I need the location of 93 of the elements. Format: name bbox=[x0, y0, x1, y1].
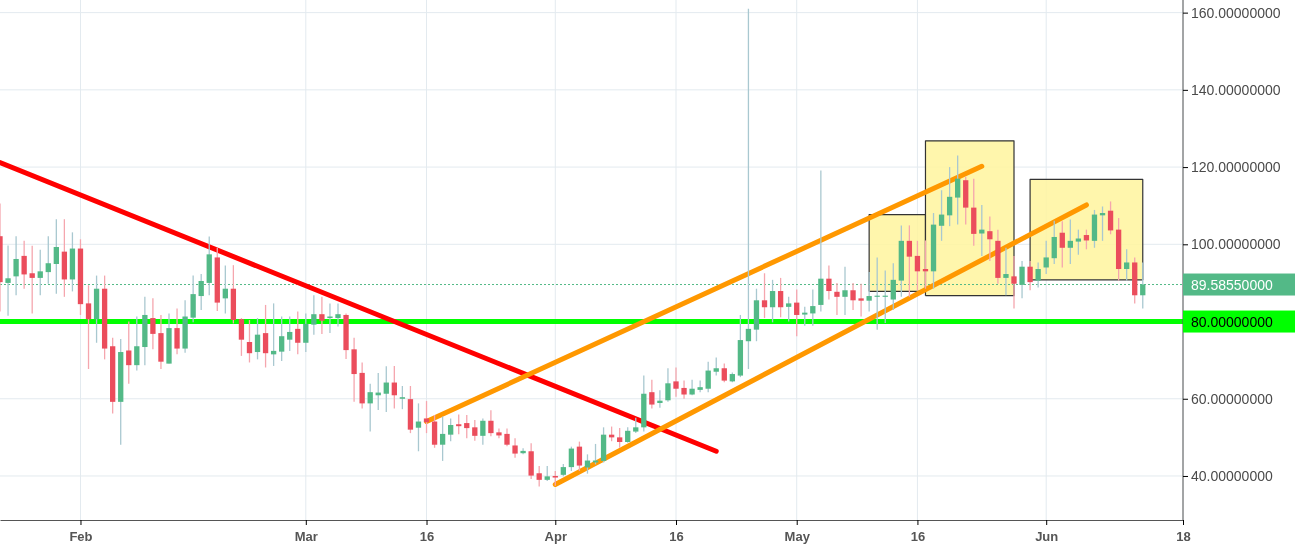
candlestick bbox=[262, 304, 269, 369]
candlestick bbox=[85, 284, 92, 370]
candlestick bbox=[512, 437, 518, 459]
candlestick bbox=[914, 240, 921, 291]
candlestick bbox=[431, 414, 438, 449]
y-tick-label: 140.00000000 bbox=[1191, 81, 1281, 98]
candlestick bbox=[448, 417, 454, 442]
candlestick bbox=[303, 312, 309, 353]
candlestick bbox=[721, 362, 727, 383]
candlestick bbox=[794, 288, 800, 337]
candlestick bbox=[134, 315, 140, 372]
candlestick bbox=[21, 240, 27, 290]
candlestick bbox=[287, 315, 293, 352]
candlestick bbox=[415, 402, 422, 452]
candlestick bbox=[520, 447, 526, 456]
candlestick bbox=[399, 385, 406, 410]
candlestick bbox=[464, 414, 470, 439]
y-tick-label: 100.00000000 bbox=[1191, 236, 1281, 253]
candlestick bbox=[480, 417, 486, 446]
candlestick bbox=[713, 356, 719, 377]
x-tick-label: 16 bbox=[910, 529, 926, 544]
candlestick bbox=[705, 361, 711, 393]
x-tick-label: Apr bbox=[544, 529, 567, 544]
candlestick bbox=[319, 296, 325, 335]
candlestick bbox=[568, 445, 575, 472]
y-tick-label: 120.00000000 bbox=[1191, 159, 1281, 176]
candlestick bbox=[1124, 248, 1130, 282]
x-tick-label: May bbox=[784, 529, 811, 544]
candlestick bbox=[126, 320, 132, 385]
candlestick bbox=[335, 302, 341, 328]
candlestick bbox=[29, 245, 35, 315]
candlestick bbox=[786, 296, 792, 323]
candlestick bbox=[906, 224, 913, 298]
candlestick bbox=[1067, 218, 1073, 265]
candlestick bbox=[858, 283, 864, 318]
candlestick bbox=[842, 266, 848, 316]
candlestick bbox=[810, 288, 816, 327]
candlestick bbox=[987, 215, 993, 262]
candlestick bbox=[174, 307, 180, 355]
candlestick bbox=[190, 274, 196, 323]
candlestick bbox=[665, 367, 671, 403]
candlestick bbox=[657, 389, 663, 409]
candlestick bbox=[439, 415, 446, 462]
candlestick bbox=[367, 383, 373, 433]
candlestick bbox=[238, 317, 245, 357]
x-tick-label: Feb bbox=[69, 529, 93, 544]
candlestick bbox=[802, 306, 808, 327]
candlestick bbox=[150, 297, 156, 350]
x-tick-label: 16 bbox=[419, 529, 435, 544]
candlestick bbox=[1075, 228, 1082, 256]
candlestick bbox=[1043, 240, 1049, 275]
candlestick bbox=[536, 465, 542, 488]
candlestick bbox=[649, 379, 655, 410]
candlestick bbox=[866, 271, 872, 313]
candlestick bbox=[1051, 220, 1057, 265]
candlestick bbox=[246, 319, 253, 364]
candlestick bbox=[681, 379, 687, 400]
candlestick bbox=[1059, 220, 1065, 269]
candlestick bbox=[938, 189, 945, 242]
candlestick bbox=[472, 419, 478, 442]
ref-line-label: 80.00000000 bbox=[1191, 313, 1273, 330]
candlestick bbox=[834, 282, 840, 316]
candlestick bbox=[946, 166, 953, 227]
candlestick bbox=[1027, 260, 1033, 291]
y-tick-label: 160.00000000 bbox=[1191, 4, 1281, 21]
candlestick bbox=[850, 282, 856, 311]
ref-line-label: 89.58550000 bbox=[1191, 276, 1273, 293]
candlestick bbox=[826, 264, 832, 301]
candlestick bbox=[423, 400, 430, 434]
candlestick bbox=[456, 413, 462, 435]
y-tick-label: 40.00000000 bbox=[1191, 467, 1273, 484]
y-tick-label: 60.00000000 bbox=[1191, 390, 1273, 407]
x-tick-label: Mar bbox=[294, 529, 318, 544]
candlestick bbox=[617, 427, 623, 449]
candlestick bbox=[311, 294, 317, 336]
candlestick bbox=[689, 379, 695, 396]
candlestick bbox=[496, 427, 502, 439]
candlestick bbox=[1107, 200, 1114, 235]
candlestick bbox=[673, 366, 679, 398]
x-tick-label: Jun bbox=[1035, 529, 1059, 544]
candlestick bbox=[254, 317, 261, 361]
candlestick bbox=[488, 409, 494, 437]
candlestick bbox=[955, 154, 961, 226]
candlestick bbox=[1011, 255, 1017, 310]
candlestick bbox=[777, 277, 784, 318]
x-tick-label: 18 bbox=[1176, 529, 1191, 544]
candlestick bbox=[697, 379, 703, 393]
candlestick bbox=[383, 365, 389, 413]
x-tick-label: 16 bbox=[669, 529, 684, 544]
candlestick bbox=[295, 310, 301, 355]
candlestick bbox=[279, 315, 285, 362]
candlestick bbox=[761, 272, 768, 319]
candlestick bbox=[576, 440, 583, 472]
